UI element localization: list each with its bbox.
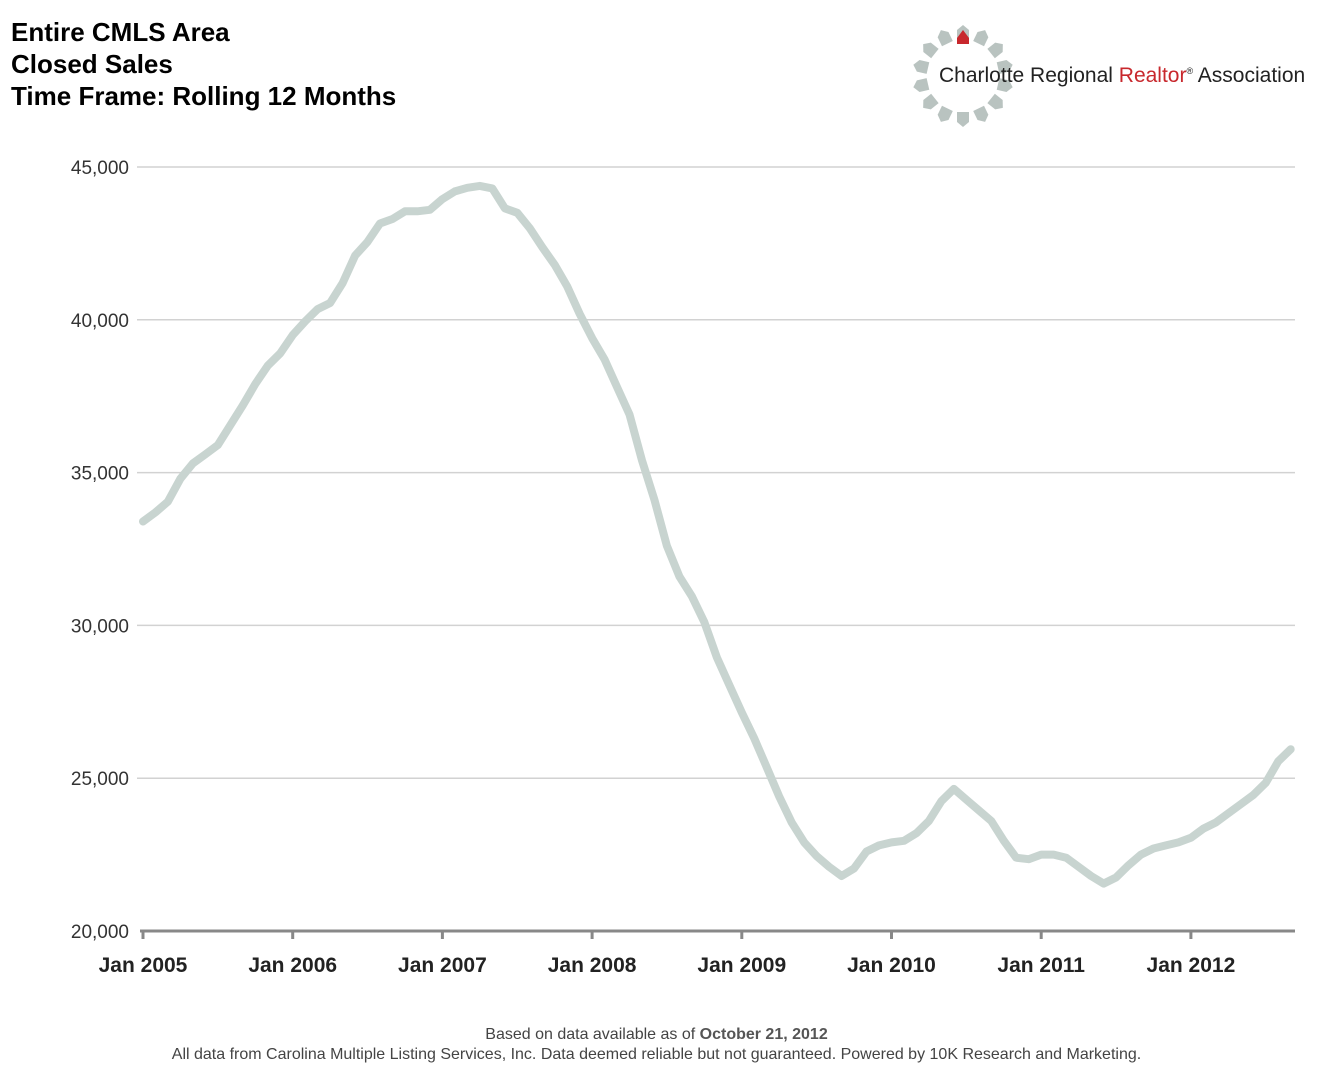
x-tick-label: Jan 2006	[248, 954, 337, 977]
logo-arrow-segment	[987, 93, 1003, 110]
logo-arrow-segment	[957, 112, 969, 127]
series-group	[139, 181, 1295, 888]
logo-text-charlotte: Charlotte Regional	[939, 64, 1119, 87]
x-tick-label: Jan 2007	[398, 954, 487, 977]
logo-arrow-segment	[913, 59, 930, 74]
y-tick-label: 20,000	[71, 922, 129, 943]
chart-title: Entire CMLS Area Closed Sales Time Frame…	[11, 16, 396, 112]
logo-text-realtor: Realtor	[1118, 64, 1187, 87]
logo-arrow-segment	[973, 30, 989, 47]
logo-arrow-segment	[923, 93, 939, 110]
logo-arrow-segment	[996, 59, 1013, 74]
logo-arrow-segment	[913, 78, 930, 93]
y-tick-label: 25,000	[71, 769, 129, 790]
logo-house-icon	[957, 30, 969, 44]
footer-disclaimer: All data from Carolina Multiple Listing …	[171, 1046, 1142, 1063]
logo-registered-mark: ®	[1186, 66, 1194, 76]
logo-arrow-ring-icon	[913, 25, 1013, 127]
logo-arrow-segment	[996, 78, 1013, 93]
logo-text-association: Association	[1193, 64, 1306, 87]
footer-date-prefix: Based on data available as of	[485, 1026, 700, 1043]
y-tick-label: 30,000	[71, 616, 129, 637]
x-tick-label: Jan 2005	[99, 954, 188, 977]
logo-arrow-segment	[987, 42, 1003, 59]
y-tick-label: 35,000	[71, 464, 129, 485]
footer-date-value: October 21, 2012	[699, 1026, 828, 1043]
logo-arrow-segment	[937, 105, 953, 122]
y-axis-tick-labels: 20,000 25,000 30,000 35,000 40,000 45,000	[71, 158, 129, 943]
logo-arrow-segment	[937, 30, 953, 47]
title-line-timeframe: Time Frame: Rolling 12 Months	[11, 81, 397, 111]
x-tick-label: Jan 2010	[847, 954, 936, 977]
x-tick-label: Jan 2009	[697, 954, 786, 977]
gridlines	[137, 166, 1295, 779]
logo-arrow-segment	[923, 42, 939, 59]
x-tick-label: Jan 2008	[548, 954, 637, 977]
x-tick-label: Jan 2011	[997, 954, 1085, 977]
footer-data-date: Based on data available as of October 21…	[0, 1026, 1313, 1044]
title-line-area: Entire CMLS Area	[11, 17, 230, 47]
logo-arrow-segment	[973, 105, 989, 122]
title-line-metric: Closed Sales	[11, 49, 173, 79]
series-line	[139, 181, 1295, 888]
y-tick-label: 40,000	[71, 311, 129, 332]
closed-sales-line-chart: 20,000 25,000 30,000 35,000 40,000 45,000 Jan…	[71, 158, 1295, 977]
x-tick-label: Jan 2012	[1147, 954, 1236, 977]
x-axis: Jan 2005 Jan 2006 Jan 2007 Jan 2008 Jan 2009…	[99, 929, 1295, 977]
association-logo: Charlotte Regional Realtor® Association	[905, 18, 1305, 133]
y-tick-label: 45,000	[71, 158, 129, 179]
logo-text: Charlotte Regional Realtor® Association	[939, 64, 1305, 88]
